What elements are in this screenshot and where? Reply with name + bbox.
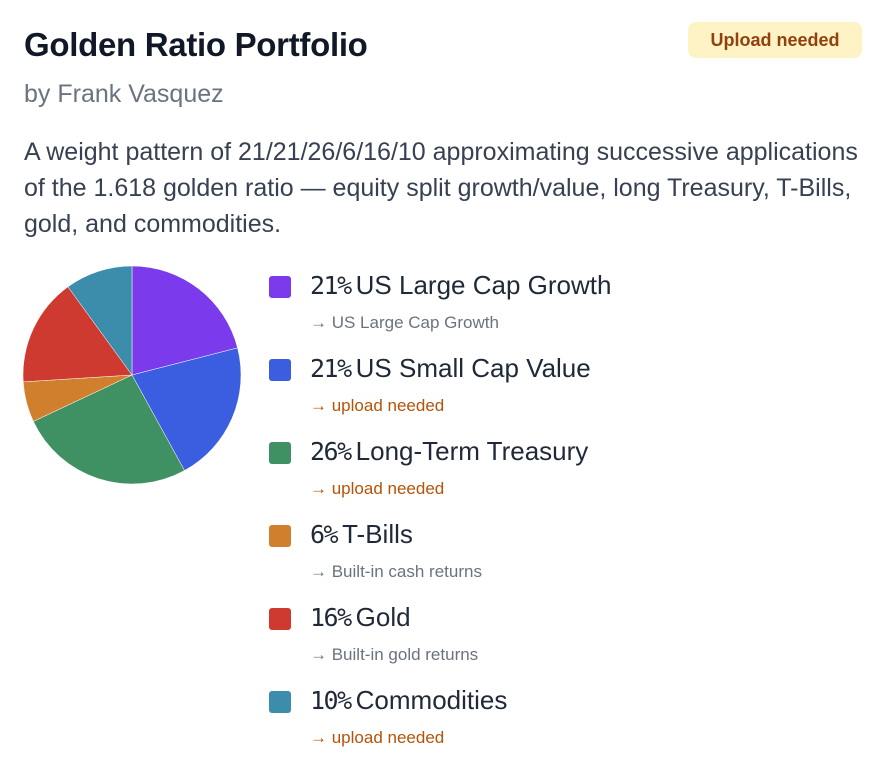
legend-label: 10% Commodities [310,685,507,716]
legend-upload-needed-link[interactable]: → upload needed [310,396,445,415]
legend-percent: 10% [310,686,352,715]
portfolio-title: Golden Ratio Portfolio [24,26,368,63]
legend-label: 21% US Large Cap Growth [310,270,611,301]
portfolio-author: by Frank Vasquez [24,80,224,108]
legend-percent: 16% [310,603,352,632]
pie-slice-commodities [67,265,133,376]
allocation-legend: 21% US Large Cap Growth → US Large Cap Gr… [268,266,868,764]
legend-asset-name: US Small Cap Value [355,353,591,383]
legend-label: 26% Long-Term Treasury [310,436,588,467]
legend-label: 21% US Small Cap Value [310,353,591,384]
legend-percent: 21% [310,271,352,300]
pie-slice-us-large-cap-growth [131,265,238,376]
legend-swatch [269,442,291,464]
legend-asset-name: Commodities [355,685,508,715]
pie-slice-us-small-cap-value [131,347,242,471]
legend-swatch [269,359,291,381]
legend-item-us-large-cap-growth: 21% US Large Cap Growth → US Large Cap Gr… [268,266,868,349]
legend-mapping-note: → Built-in gold returns [310,645,479,664]
legend-asset-name: T-Bills [342,519,413,549]
legend-swatch [269,525,291,547]
legend-item-gold: 16% Gold → Built-in gold returns [268,598,868,681]
legend-percent: 6% [310,520,339,549]
legend-percent: 21% [310,354,352,383]
legend-percent: 26% [310,437,352,466]
legend-swatch [269,608,291,630]
legend-swatch [269,691,291,713]
legend-upload-needed-link[interactable]: → upload needed [310,728,445,747]
pie-slices [22,265,242,485]
upload-needed-badge[interactable]: Upload needed [688,22,862,58]
legend-asset-name: Long-Term Treasury [355,436,589,466]
legend-swatch [269,276,291,298]
pie-slice-long-term-treasury [33,374,185,485]
portfolio-description: A weight pattern of 21/21/26/6/16/10 app… [24,138,858,238]
allocation-pie-chart [22,265,242,485]
legend-upload-needed-link[interactable]: → upload needed [310,479,445,498]
legend-label: 16% Gold [310,602,411,633]
legend-item-t-bills: 6% T-Bills → Built-in cash returns [268,515,868,598]
legend-label: 6% T-Bills [310,519,413,550]
legend-mapping-note: → Built-in cash returns [310,562,482,581]
legend-mapping-note: → US Large Cap Growth [310,313,499,332]
legend-item-us-small-cap-value: 21% US Small Cap Value → upload needed [268,349,868,432]
legend-item-commodities: 10% Commodities → upload needed [268,681,868,764]
legend-item-long-term-treasury: 26% Long-Term Treasury → upload needed [268,432,868,515]
legend-asset-name: US Large Cap Growth [355,270,612,300]
pie-slice-gold [22,286,133,383]
legend-asset-name: Gold [355,602,411,632]
